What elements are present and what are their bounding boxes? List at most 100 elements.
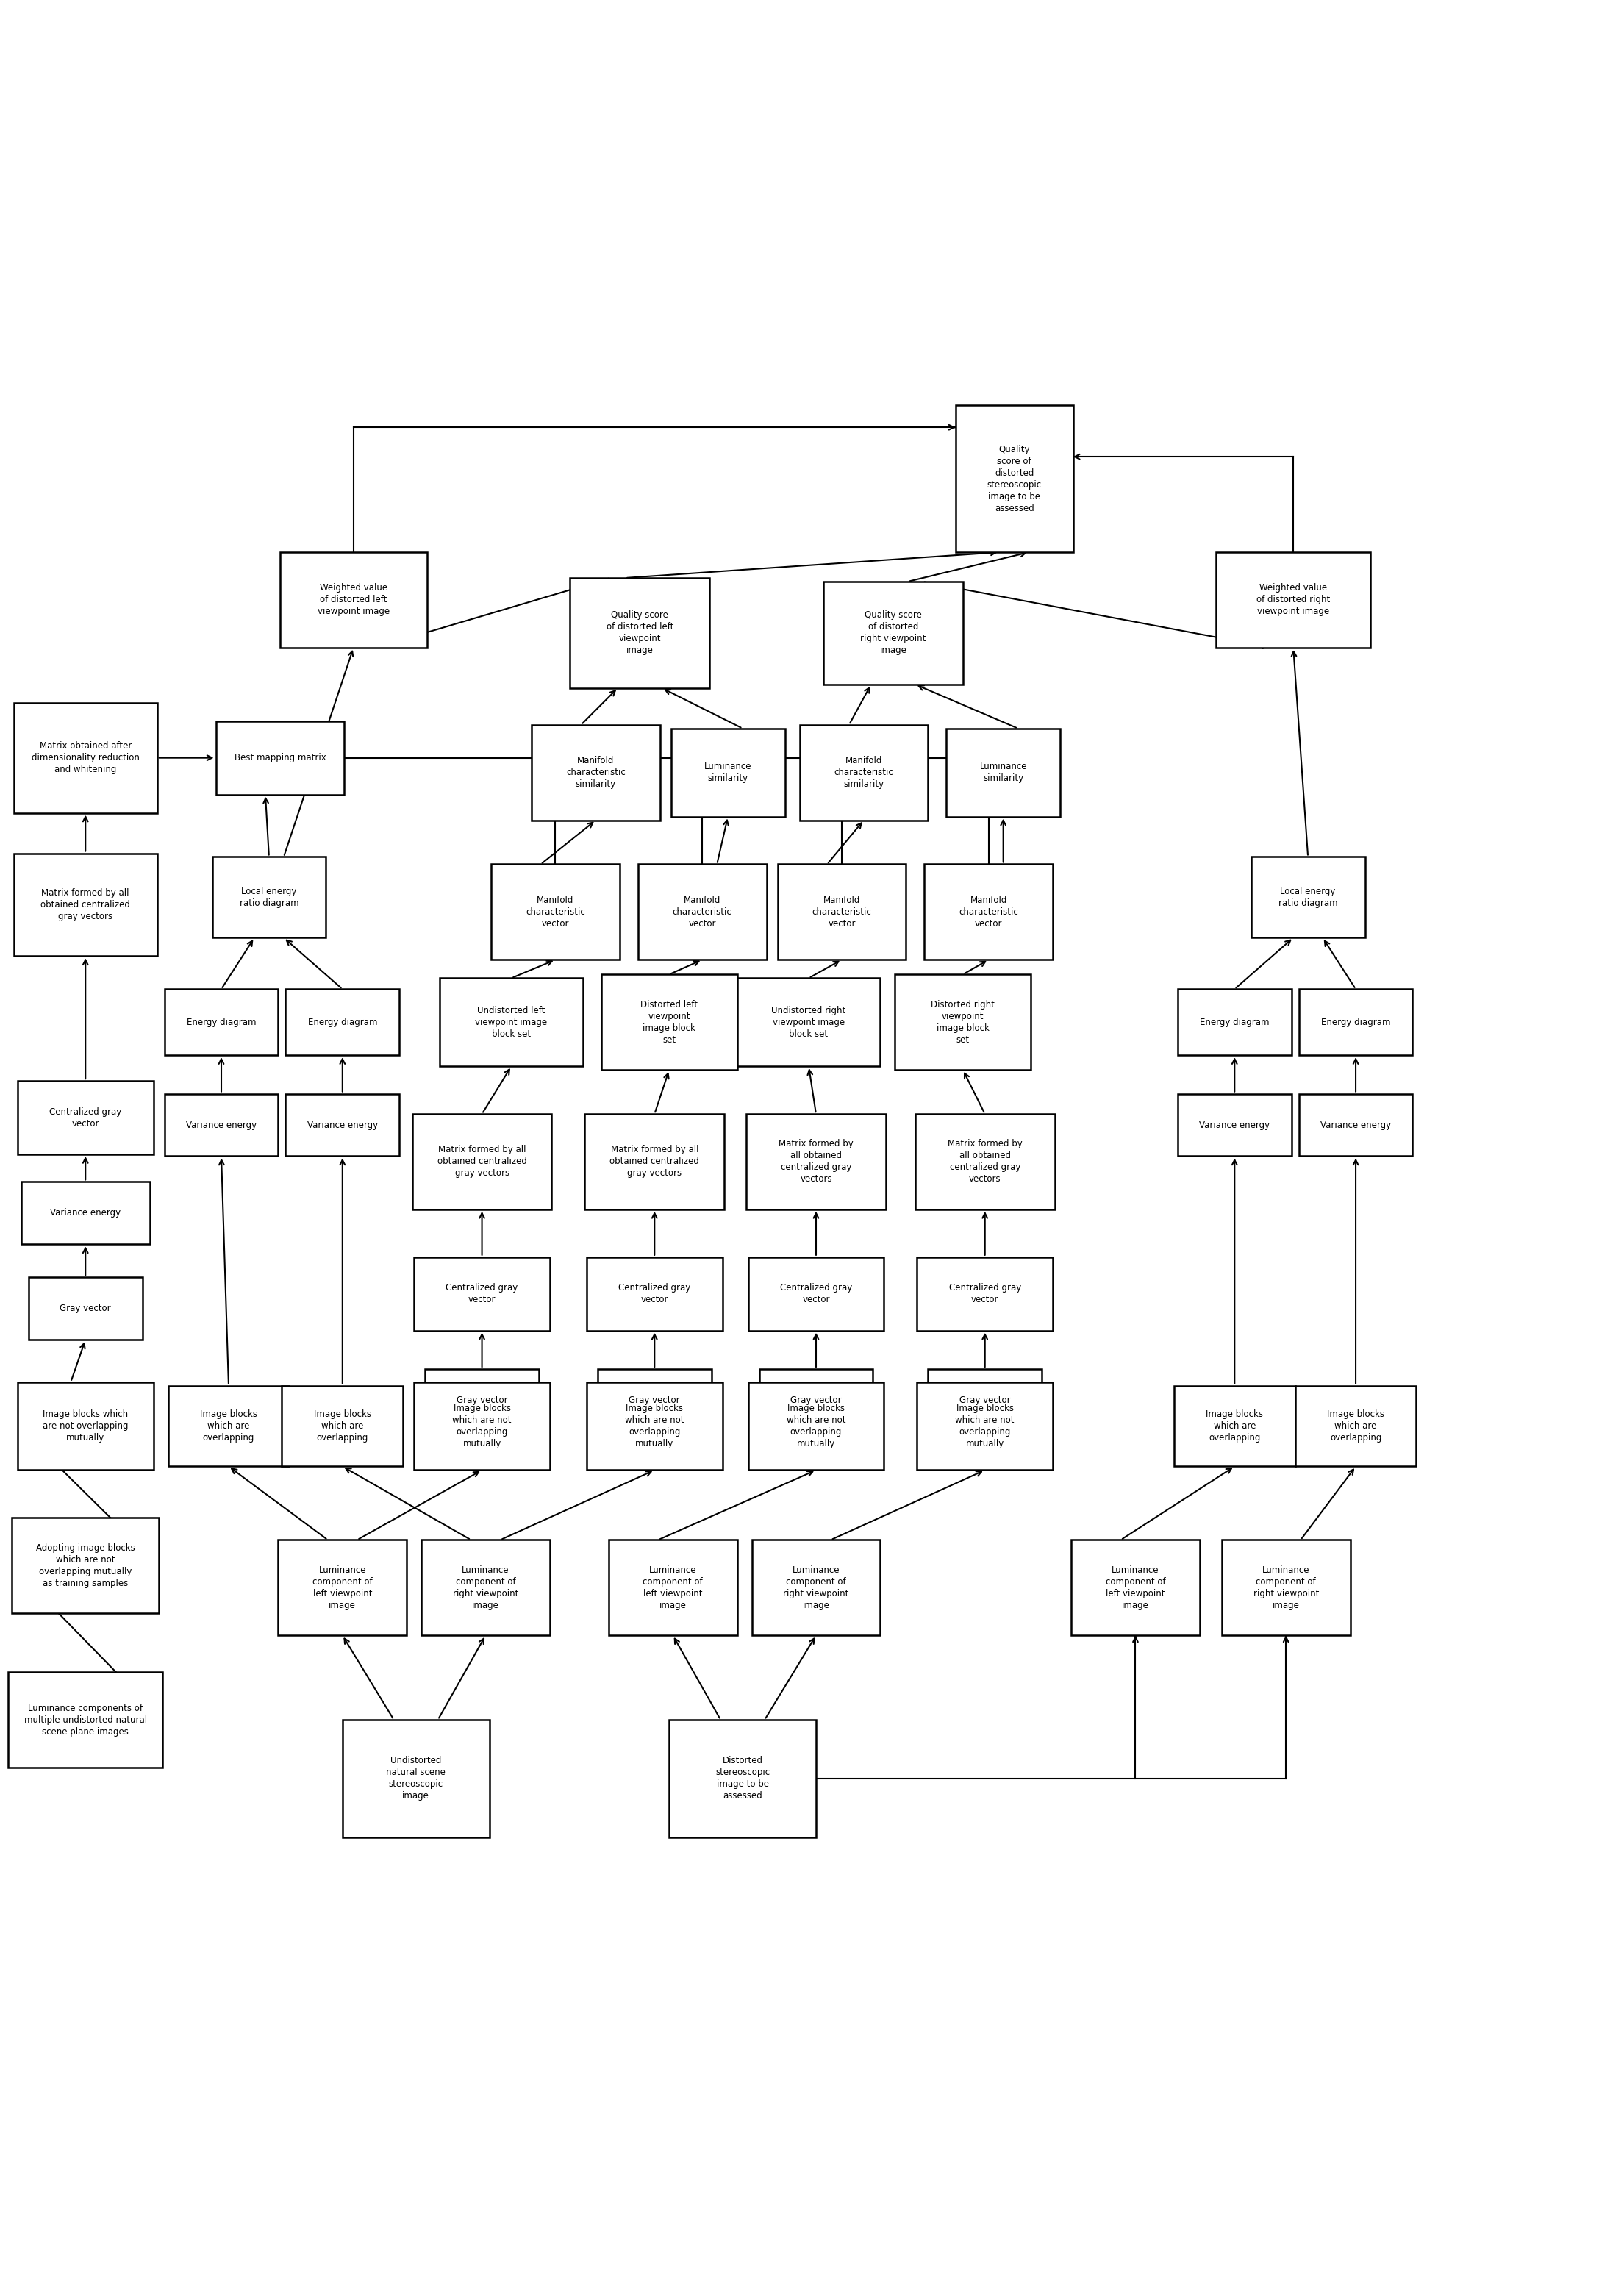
Bar	[918, 1257, 1052, 1331]
Text: Image blocks which
are not overlapping
mutually: Image blocks which are not overlapping m…	[42, 1409, 128, 1443]
Bar	[216, 720, 344, 794]
Bar	[586, 1381, 723, 1470]
Bar	[279, 553, 427, 647]
Bar	[752, 1539, 880, 1636]
Text: Manifold
characteristic
vector: Manifold characteristic vector	[812, 895, 872, 929]
Text: Gray vector: Gray vector	[60, 1303, 110, 1314]
Bar	[1216, 553, 1371, 647]
Bar	[758, 1370, 874, 1431]
Bar	[1294, 1386, 1416, 1466]
Text: Distorted
stereoscopic
image to be
assessed: Distorted stereoscopic image to be asses…	[715, 1757, 770, 1801]
Bar	[924, 865, 1052, 959]
Bar	[947, 729, 1060, 817]
Bar	[18, 1080, 153, 1154]
Text: Local energy
ratio diagram: Local energy ratio diagram	[239, 888, 299, 908]
Bar	[425, 1370, 539, 1431]
Text: Undistorted right
viewpoint image
block set: Undistorted right viewpoint image block …	[771, 1005, 846, 1039]
Bar	[1250, 858, 1364, 938]
Text: Image blocks
which are
overlapping: Image blocks which are overlapping	[1207, 1409, 1263, 1443]
Text: Quality score
of distorted left
viewpoint
image: Quality score of distorted left viewpoin…	[606, 610, 674, 656]
Bar	[916, 1115, 1054, 1209]
Text: Centralized gray
vector: Centralized gray vector	[780, 1282, 853, 1305]
Bar	[1299, 989, 1413, 1055]
Text: Weighted value
of distorted left
viewpoint image: Weighted value of distorted left viewpoi…	[317, 583, 390, 617]
Bar	[586, 1257, 723, 1331]
Bar	[15, 853, 158, 957]
Bar	[286, 989, 400, 1055]
Text: Centralized gray
vector: Centralized gray vector	[619, 1282, 690, 1305]
Text: Luminance
component of
left viewpoint
image: Luminance component of left viewpoint im…	[1106, 1565, 1166, 1610]
Text: Variance energy: Variance energy	[1199, 1119, 1270, 1129]
Bar	[1299, 1094, 1413, 1156]
Text: Matrix obtained after
dimensionality reduction
and whitening: Matrix obtained after dimensionality red…	[31, 741, 140, 775]
Bar	[164, 989, 278, 1055]
Bar	[669, 1721, 815, 1837]
Text: Luminance
component of
left viewpoint
image: Luminance component of left viewpoint im…	[643, 1565, 703, 1610]
Text: Luminance
similarity: Luminance similarity	[979, 762, 1026, 782]
Text: Image blocks
which are
overlapping: Image blocks which are overlapping	[1327, 1409, 1384, 1443]
Text: Energy diagram: Energy diagram	[307, 1016, 377, 1028]
Bar	[421, 1539, 551, 1636]
Bar	[823, 583, 963, 684]
Text: Variance energy: Variance energy	[1320, 1119, 1392, 1129]
Bar	[11, 1519, 159, 1613]
Bar	[414, 1381, 551, 1470]
Text: Quality
score of
distorted
stereoscopic
image to be
assessed: Quality score of distorted stereoscopic …	[987, 445, 1041, 514]
Bar	[343, 1721, 489, 1837]
Text: Centralized gray
vector: Centralized gray vector	[49, 1108, 122, 1129]
Text: Undistorted
natural scene
stereoscopic
image: Undistorted natural scene stereoscopic i…	[387, 1757, 445, 1801]
Bar	[440, 977, 583, 1067]
Bar	[286, 1094, 400, 1156]
Bar	[601, 975, 737, 1069]
Bar	[8, 1672, 162, 1766]
Bar	[1221, 1539, 1350, 1636]
Bar	[895, 975, 1031, 1069]
Text: Gray vector: Gray vector	[960, 1395, 1010, 1406]
Bar	[1072, 1539, 1200, 1636]
Bar	[799, 725, 927, 821]
Bar	[490, 865, 620, 959]
Bar	[21, 1181, 149, 1243]
Bar	[749, 1381, 883, 1470]
Bar	[18, 1381, 153, 1470]
Bar	[585, 1115, 724, 1209]
Text: Gray vector: Gray vector	[456, 1395, 508, 1406]
Bar	[598, 1370, 711, 1431]
Bar	[570, 578, 710, 688]
Text: Centralized gray
vector: Centralized gray vector	[948, 1282, 1021, 1305]
Text: Luminance
similarity: Luminance similarity	[705, 762, 752, 782]
Bar	[927, 1370, 1043, 1431]
Text: Manifold
characteristic
similarity: Manifold characteristic similarity	[835, 757, 893, 789]
Text: Matrix formed by all
obtained centralized
gray vectors: Matrix formed by all obtained centralize…	[609, 1145, 700, 1179]
Bar	[29, 1278, 143, 1340]
Bar	[412, 1115, 552, 1209]
Bar	[167, 1386, 289, 1466]
Bar	[15, 702, 158, 812]
Text: Luminance
component of
right viewpoint
image: Luminance component of right viewpoint i…	[1254, 1565, 1319, 1610]
Bar	[737, 977, 880, 1067]
Text: Distorted right
viewpoint
image block
set: Distorted right viewpoint image block se…	[931, 1000, 996, 1044]
Text: Image blocks
which are
overlapping: Image blocks which are overlapping	[313, 1409, 372, 1443]
Text: Matrix formed by
all obtained
centralized gray
vectors: Matrix formed by all obtained centralize…	[947, 1140, 1023, 1184]
Text: Image blocks
which are not
overlapping
mutually: Image blocks which are not overlapping m…	[955, 1404, 1015, 1448]
Text: Manifold
characteristic
vector: Manifold characteristic vector	[958, 895, 1018, 929]
Text: Energy diagram: Energy diagram	[1320, 1016, 1390, 1028]
Text: Weighted value
of distorted right
viewpoint image: Weighted value of distorted right viewpo…	[1257, 583, 1330, 617]
Bar	[278, 1539, 406, 1636]
Bar	[747, 1115, 885, 1209]
Text: Image blocks
which are not
overlapping
mutually: Image blocks which are not overlapping m…	[453, 1404, 512, 1448]
Text: Best mapping matrix: Best mapping matrix	[234, 752, 326, 762]
Text: Image blocks
which are not
overlapping
mutually: Image blocks which are not overlapping m…	[786, 1404, 846, 1448]
Text: Luminance components of
multiple undistorted natural
scene plane images: Luminance components of multiple undisto…	[24, 1702, 146, 1737]
Text: Luminance
component of
left viewpoint
image: Luminance component of left viewpoint im…	[312, 1565, 372, 1610]
Text: Matrix formed by all
obtained centralized
gray vectors: Matrix formed by all obtained centralize…	[437, 1145, 526, 1179]
Bar	[638, 865, 767, 959]
Text: Variance energy: Variance energy	[50, 1209, 120, 1218]
Bar	[609, 1539, 737, 1636]
Text: Variance energy: Variance energy	[307, 1119, 378, 1129]
Bar	[283, 1386, 403, 1466]
Bar	[213, 858, 326, 938]
Text: Centralized gray
vector: Centralized gray vector	[447, 1282, 518, 1305]
Text: Gray vector: Gray vector	[791, 1395, 841, 1406]
Bar	[531, 725, 659, 821]
